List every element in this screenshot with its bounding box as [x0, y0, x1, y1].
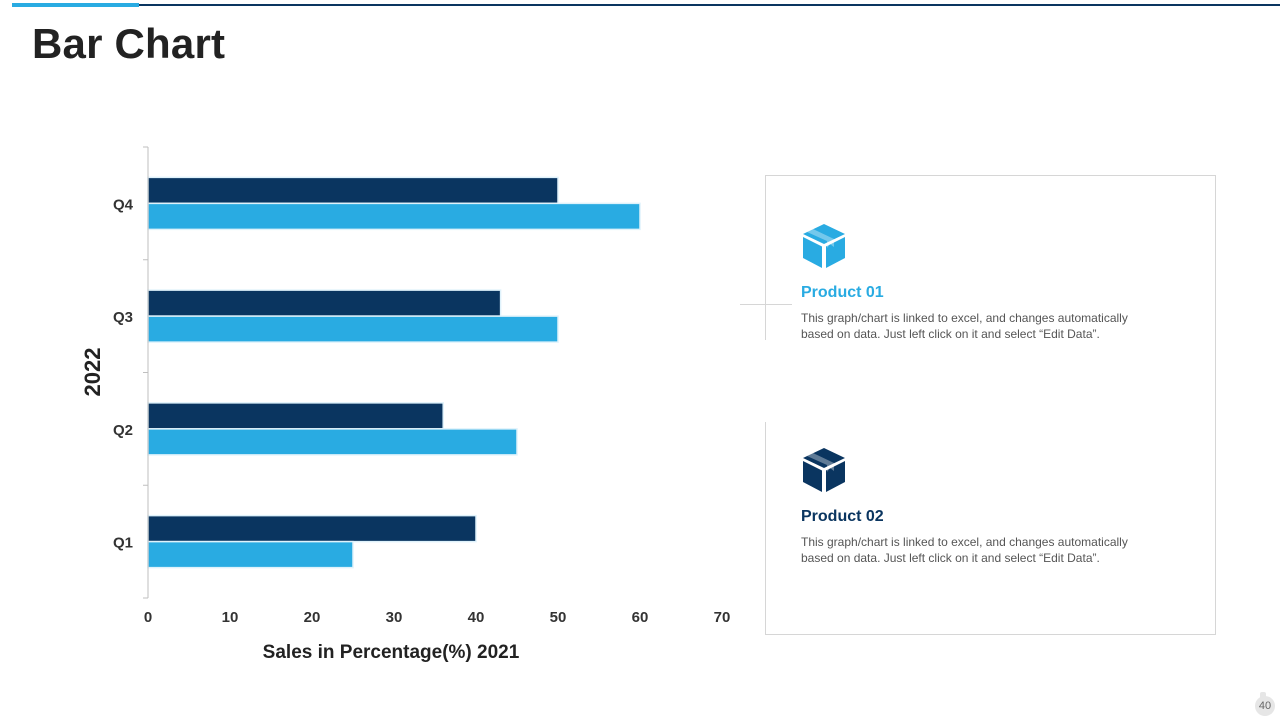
bar-product-01-q2[interactable] — [147, 428, 518, 456]
y-tick-label: Q3 — [113, 309, 133, 326]
bar-chart[interactable]: Q1 Q2 Q3 Q4 0 10 20 30 40 50 60 70 Sales in Percen… — [0, 0, 760, 690]
bar-product-02-q3[interactable] — [147, 289, 502, 317]
product-01-description: This graph/chart is linked to excel, and… — [801, 311, 1128, 341]
x-tick-label: 0 — [144, 609, 152, 626]
x-tick-label: 70 — [714, 609, 731, 626]
product-02-title: Product 02 — [801, 508, 884, 525]
bar-product-01-q3[interactable] — [147, 315, 559, 343]
y-tick-label: Q4 — [113, 196, 134, 213]
bar-product-02-q1[interactable] — [147, 514, 477, 543]
x-tick-label: 40 — [468, 609, 485, 626]
page-number: 40 — [1255, 696, 1275, 716]
connector-line — [740, 304, 792, 305]
product-02-description: This graph/chart is linked to excel, and… — [801, 535, 1128, 565]
x-axis-label: Sales in Percentage(%) 2021 — [263, 642, 520, 663]
x-tick-label: 50 — [550, 609, 567, 626]
bar-product-01-q4[interactable] — [147, 202, 641, 231]
y-tick-label: Q1 — [113, 535, 133, 552]
product-01-title: Product 01 — [801, 284, 884, 301]
product-02-card: Product 02 This graph/chart is linked to… — [801, 446, 1181, 566]
x-tick-label: 10 — [222, 609, 239, 626]
box-icon — [803, 224, 845, 268]
x-tick-label: 30 — [386, 609, 403, 626]
header-rule — [12, 4, 1280, 6]
x-tick-label: 60 — [632, 609, 649, 626]
y-tick-label: Q2 — [113, 422, 133, 439]
bar-product-01-q1[interactable] — [147, 540, 354, 569]
header-accent-bar — [12, 3, 139, 7]
box-icon — [803, 448, 845, 492]
product-01-card: Product 01 This graph/chart is linked to… — [801, 222, 1181, 342]
bar-product-02-q4[interactable] — [147, 176, 559, 205]
y-axis-label: 2022 — [80, 348, 105, 397]
x-tick-label: 20 — [304, 609, 321, 626]
page-title: Bar Chart — [32, 20, 226, 67]
bar-product-02-q2[interactable] — [147, 402, 444, 430]
